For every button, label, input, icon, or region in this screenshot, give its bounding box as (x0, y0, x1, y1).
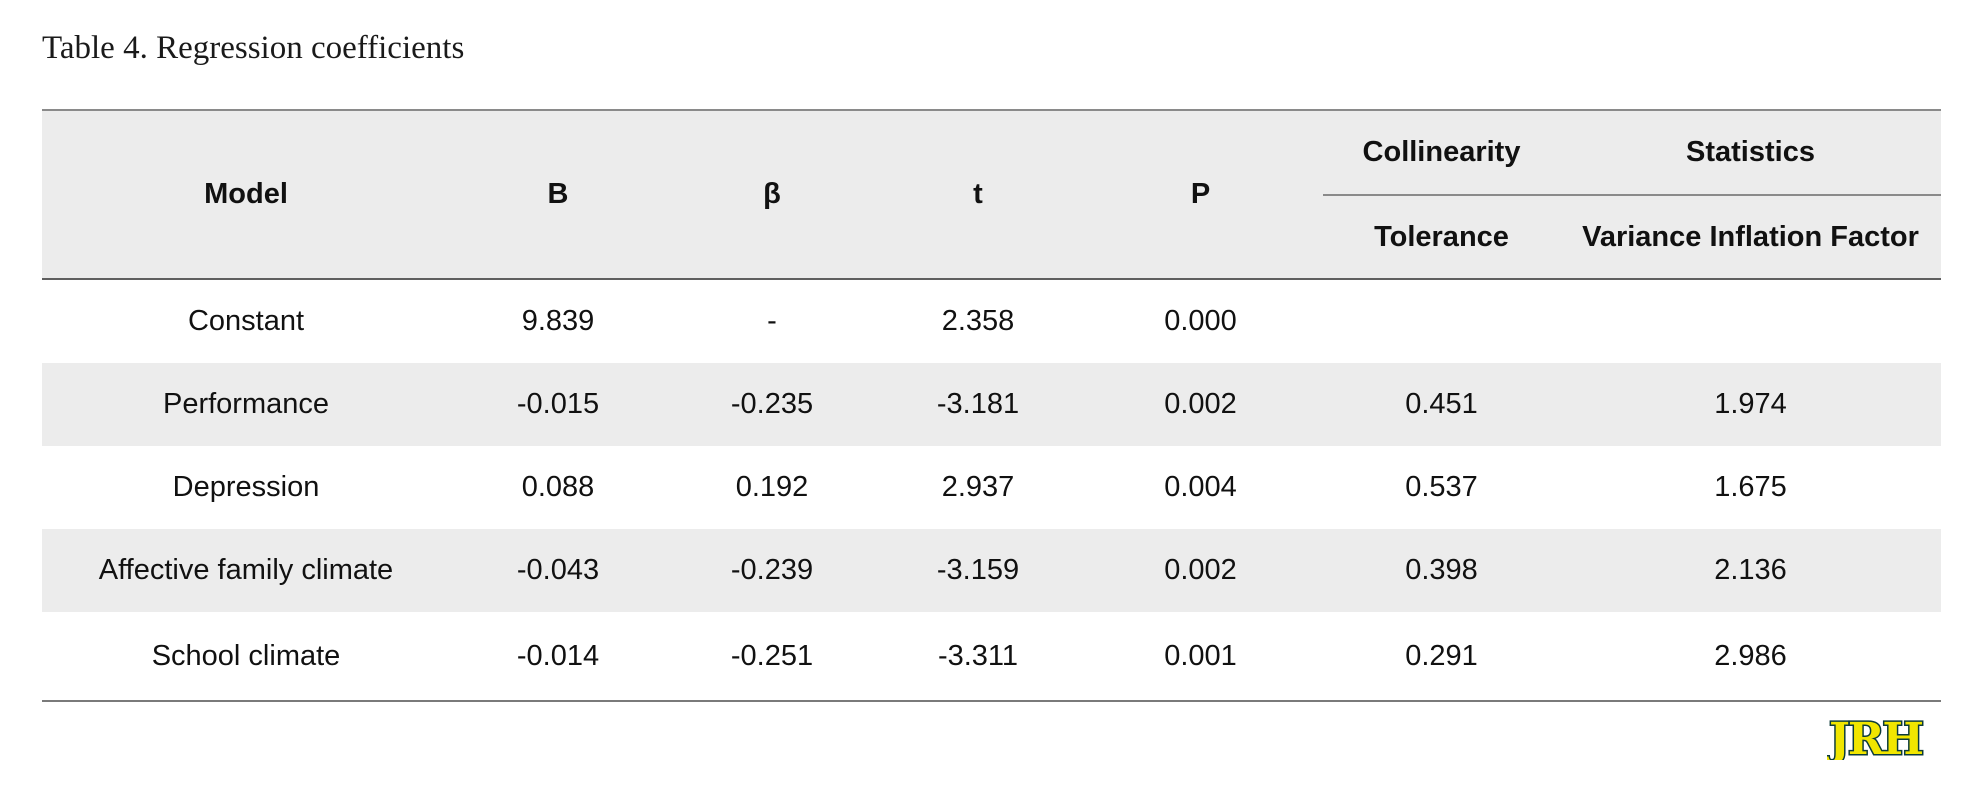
header-collinearity: Collinearity (1323, 109, 1560, 196)
cell-b: -0.015 (450, 363, 666, 446)
cell-t: -3.311 (878, 612, 1078, 702)
cell-p: 0.000 (1164, 305, 1237, 337)
cell-b: 9.839 (521, 305, 595, 337)
cell-tolerance: 0.537 (1405, 471, 1478, 503)
cell-beta: -0.251 (666, 612, 878, 702)
cell-p: 0.004 (1164, 471, 1237, 503)
table-row: School climate -0.014 -0.251 -3.311 0.00… (42, 612, 1941, 702)
header-model: Model (42, 109, 450, 280)
cell-tolerance: 0.291 (1323, 612, 1560, 702)
table-row: Depression 0.088 0.192 2.937 0.004 0.537… (42, 446, 1941, 529)
header-b: B (450, 109, 666, 280)
header-row-bottom: Tolerance Variance Inflation Factor (42, 195, 1941, 280)
cell-vif: 1.675 (1714, 471, 1787, 503)
cell-model: Performance (42, 363, 450, 446)
cell-model: Depression (172, 471, 320, 503)
cell-t: 2.358 (941, 305, 1015, 337)
cell-b: -0.043 (450, 529, 666, 612)
cell-vif (1560, 279, 1941, 363)
header-vif: Variance Inflation Factor (1560, 195, 1941, 280)
cell-tolerance (1323, 279, 1560, 363)
cell-vif: 1.974 (1560, 363, 1941, 446)
cell-beta: -0.235 (666, 363, 878, 446)
cell-b: -0.014 (450, 612, 666, 702)
cell-model: School climate (42, 612, 450, 702)
header-row-top: Model B β t P Collinearity Statistics (42, 109, 1941, 280)
cell-model: Constant (187, 305, 305, 337)
cell-beta: - (767, 305, 777, 337)
cell-tolerance: 0.398 (1323, 529, 1560, 612)
table-row: Performance -0.015 -0.235 -3.181 0.002 0… (42, 363, 1941, 446)
header-p: P (1078, 109, 1323, 280)
cell-t: -3.159 (878, 529, 1078, 612)
cell-beta: -0.239 (666, 529, 878, 612)
cell-b: 0.088 (521, 471, 595, 503)
table-row: Constant 9.839 - 2.358 0.000 (42, 279, 1941, 363)
header-t: t (878, 109, 1078, 280)
header-beta: β (666, 109, 878, 280)
cell-p: 0.002 (1078, 529, 1323, 612)
table-caption: Table 4. Regression coefficients (42, 30, 465, 66)
cell-vif: 2.136 (1560, 529, 1941, 612)
header-statistics: Statistics (1560, 109, 1941, 196)
jrh-logo: JRH (1827, 716, 1926, 760)
table-row: Affective family climate -0.043 -0.239 -… (42, 529, 1941, 612)
regression-table: Model B β t P Collinearity Statistics To… (42, 109, 1941, 702)
cell-vif: 2.986 (1560, 612, 1941, 702)
cell-p: 0.001 (1078, 612, 1323, 702)
cell-t: 2.937 (941, 471, 1015, 503)
cell-tolerance: 0.451 (1323, 363, 1560, 446)
cell-beta: 0.192 (735, 471, 809, 503)
cell-model: Affective family climate (42, 529, 450, 612)
header-tolerance: Tolerance (1323, 195, 1560, 280)
cell-p: 0.002 (1078, 363, 1323, 446)
cell-t: -3.181 (878, 363, 1078, 446)
jrh-logo-text: JRH (1827, 716, 1922, 760)
